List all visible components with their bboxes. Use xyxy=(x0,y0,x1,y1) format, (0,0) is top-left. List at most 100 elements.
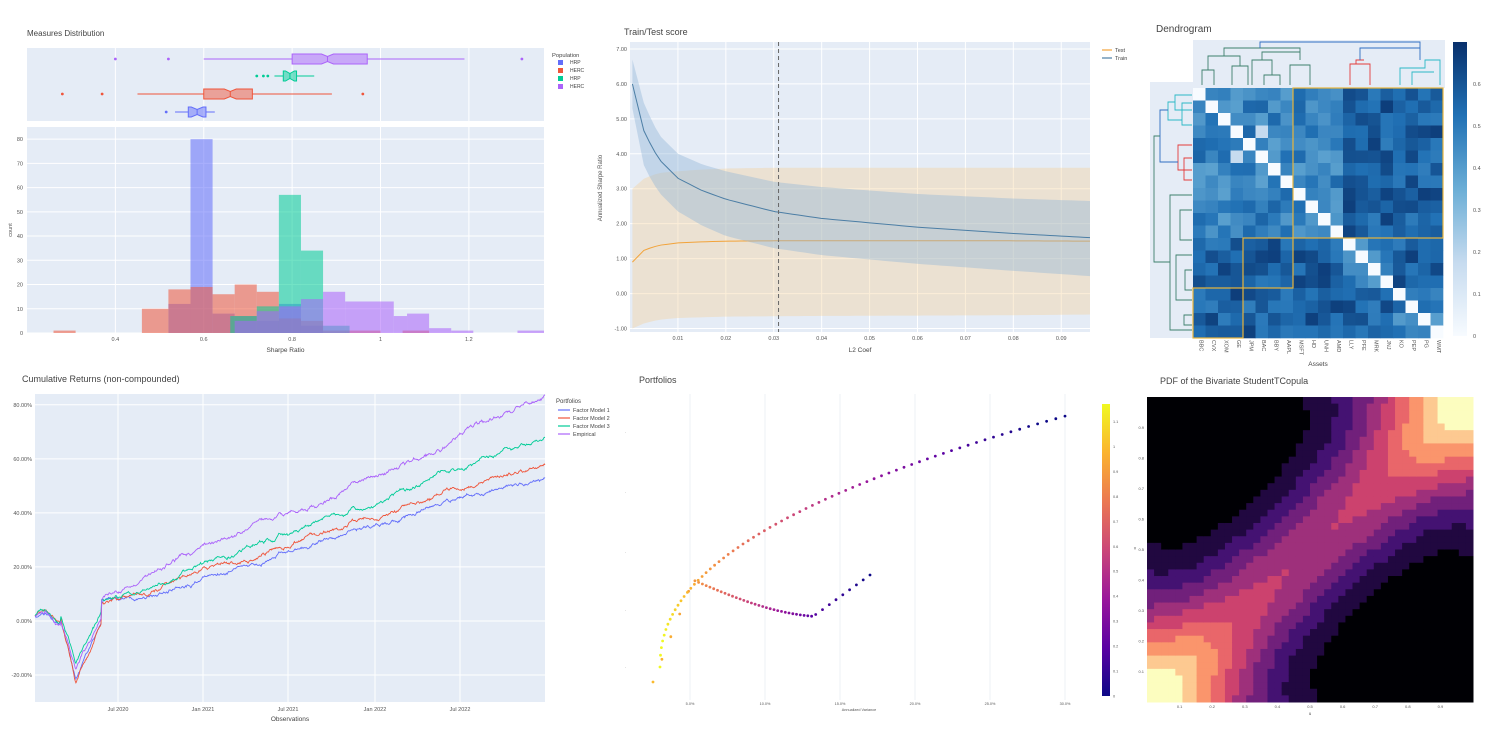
dendrogram-link xyxy=(1181,102,1192,126)
density-cell xyxy=(1246,430,1254,438)
density-cell xyxy=(1246,562,1254,570)
density-cell xyxy=(1402,450,1410,458)
density-cell xyxy=(1161,397,1169,405)
density-cell xyxy=(1317,569,1325,577)
density-cell xyxy=(1338,695,1346,703)
heatmap-cell xyxy=(1255,100,1269,114)
density-cell xyxy=(1267,522,1276,531)
heatmap-cell xyxy=(1268,250,1281,264)
density-cell xyxy=(1352,602,1361,610)
density-cell xyxy=(1380,450,1389,458)
density-cell xyxy=(1345,609,1354,617)
density-cell xyxy=(1458,648,1467,657)
density-cell xyxy=(1373,695,1382,703)
heatmap-cell xyxy=(1343,188,1356,201)
portfolio-point xyxy=(787,611,791,615)
portfolio-point xyxy=(958,446,962,450)
density-cell xyxy=(1224,648,1233,657)
heatmap-cell xyxy=(1305,250,1319,264)
density-cell xyxy=(1210,655,1219,663)
density-cell xyxy=(1465,450,1474,458)
density-cell xyxy=(1423,416,1431,425)
traintest-chart: -1.000.001.002.003.004.005.006.007.000.0… xyxy=(598,42,1127,354)
y-tick-label: 0.2 xyxy=(1138,639,1144,644)
density-cell xyxy=(1423,668,1431,676)
density-cell xyxy=(1331,536,1339,544)
heatmap-cell xyxy=(1205,113,1219,126)
density-cell xyxy=(1232,642,1240,650)
density-cell xyxy=(1274,503,1283,511)
heatmap-cell xyxy=(1318,175,1331,189)
density-cell xyxy=(1288,469,1297,478)
heatmap-cell xyxy=(1243,213,1256,226)
density-cell xyxy=(1331,489,1339,497)
density-cell xyxy=(1182,456,1191,464)
asset-tick-label: PG xyxy=(1422,340,1428,348)
density-cell xyxy=(1288,635,1297,643)
heatmap-cell xyxy=(1318,150,1331,164)
density-cell xyxy=(1175,496,1183,504)
portfolio-point xyxy=(830,494,834,498)
density-cell xyxy=(1168,622,1176,630)
density-cell xyxy=(1458,536,1467,544)
density-cell xyxy=(1210,602,1219,610)
density-cell xyxy=(1217,436,1226,444)
density-cell xyxy=(1147,615,1155,623)
density-cell xyxy=(1239,483,1247,491)
density-cell xyxy=(1423,675,1431,683)
density-cell xyxy=(1423,430,1431,438)
density-cell xyxy=(1246,622,1254,630)
density-cell xyxy=(1345,536,1354,544)
heatmap-cell xyxy=(1430,250,1444,264)
density-cell xyxy=(1154,589,1162,597)
density-cell xyxy=(1395,516,1403,524)
density-cell xyxy=(1352,496,1361,504)
density-cell xyxy=(1373,469,1382,478)
density-cell xyxy=(1260,456,1268,464)
heatmap-cell xyxy=(1343,263,1356,276)
heatmap-cell xyxy=(1368,188,1381,201)
density-cell xyxy=(1387,410,1396,418)
density-cell xyxy=(1189,615,1198,623)
legend-label: Test xyxy=(1115,48,1126,54)
density-cell xyxy=(1380,582,1389,590)
density-cell xyxy=(1175,416,1183,425)
heatmap-cell xyxy=(1380,213,1394,226)
density-cell xyxy=(1189,536,1198,544)
heatmap-cell xyxy=(1430,138,1444,151)
density-cell xyxy=(1310,655,1318,663)
density-cell xyxy=(1409,509,1417,517)
density-cell xyxy=(1317,469,1325,478)
density-cell xyxy=(1310,549,1318,557)
density-cell xyxy=(1373,576,1382,584)
density-cell xyxy=(1232,403,1240,411)
density-cell xyxy=(1324,483,1332,491)
heatmap-cell xyxy=(1230,200,1244,214)
density-cell xyxy=(1210,576,1219,584)
density-cell xyxy=(1168,629,1176,637)
density-cell xyxy=(1423,648,1431,657)
density-cell xyxy=(1281,456,1290,464)
heatmap-cell xyxy=(1355,313,1369,326)
density-cell xyxy=(1168,503,1176,511)
heatmap-cell xyxy=(1418,313,1431,326)
density-cell xyxy=(1465,609,1474,617)
density-cell xyxy=(1175,556,1183,564)
density-cell xyxy=(1302,695,1311,703)
density-cell xyxy=(1281,648,1290,657)
density-cell xyxy=(1345,403,1354,411)
density-cell xyxy=(1246,509,1254,517)
heatmap-cell xyxy=(1268,200,1281,214)
density-cell xyxy=(1239,642,1247,650)
density-cell xyxy=(1359,536,1368,544)
density-cell xyxy=(1224,562,1233,570)
density-cell xyxy=(1147,668,1155,676)
density-cell xyxy=(1274,456,1283,464)
density-cell xyxy=(1444,403,1453,411)
density-cell xyxy=(1317,675,1325,683)
density-cell xyxy=(1246,635,1254,643)
density-cell xyxy=(1451,682,1460,690)
density-cell xyxy=(1217,668,1226,676)
density-cell xyxy=(1458,642,1467,650)
density-cell xyxy=(1168,642,1176,650)
